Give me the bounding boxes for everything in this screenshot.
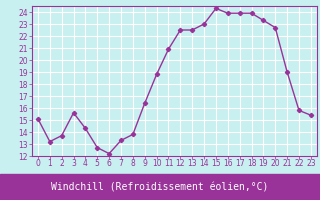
Text: Windchill (Refroidissement éolien,°C): Windchill (Refroidissement éolien,°C) (51, 182, 269, 192)
